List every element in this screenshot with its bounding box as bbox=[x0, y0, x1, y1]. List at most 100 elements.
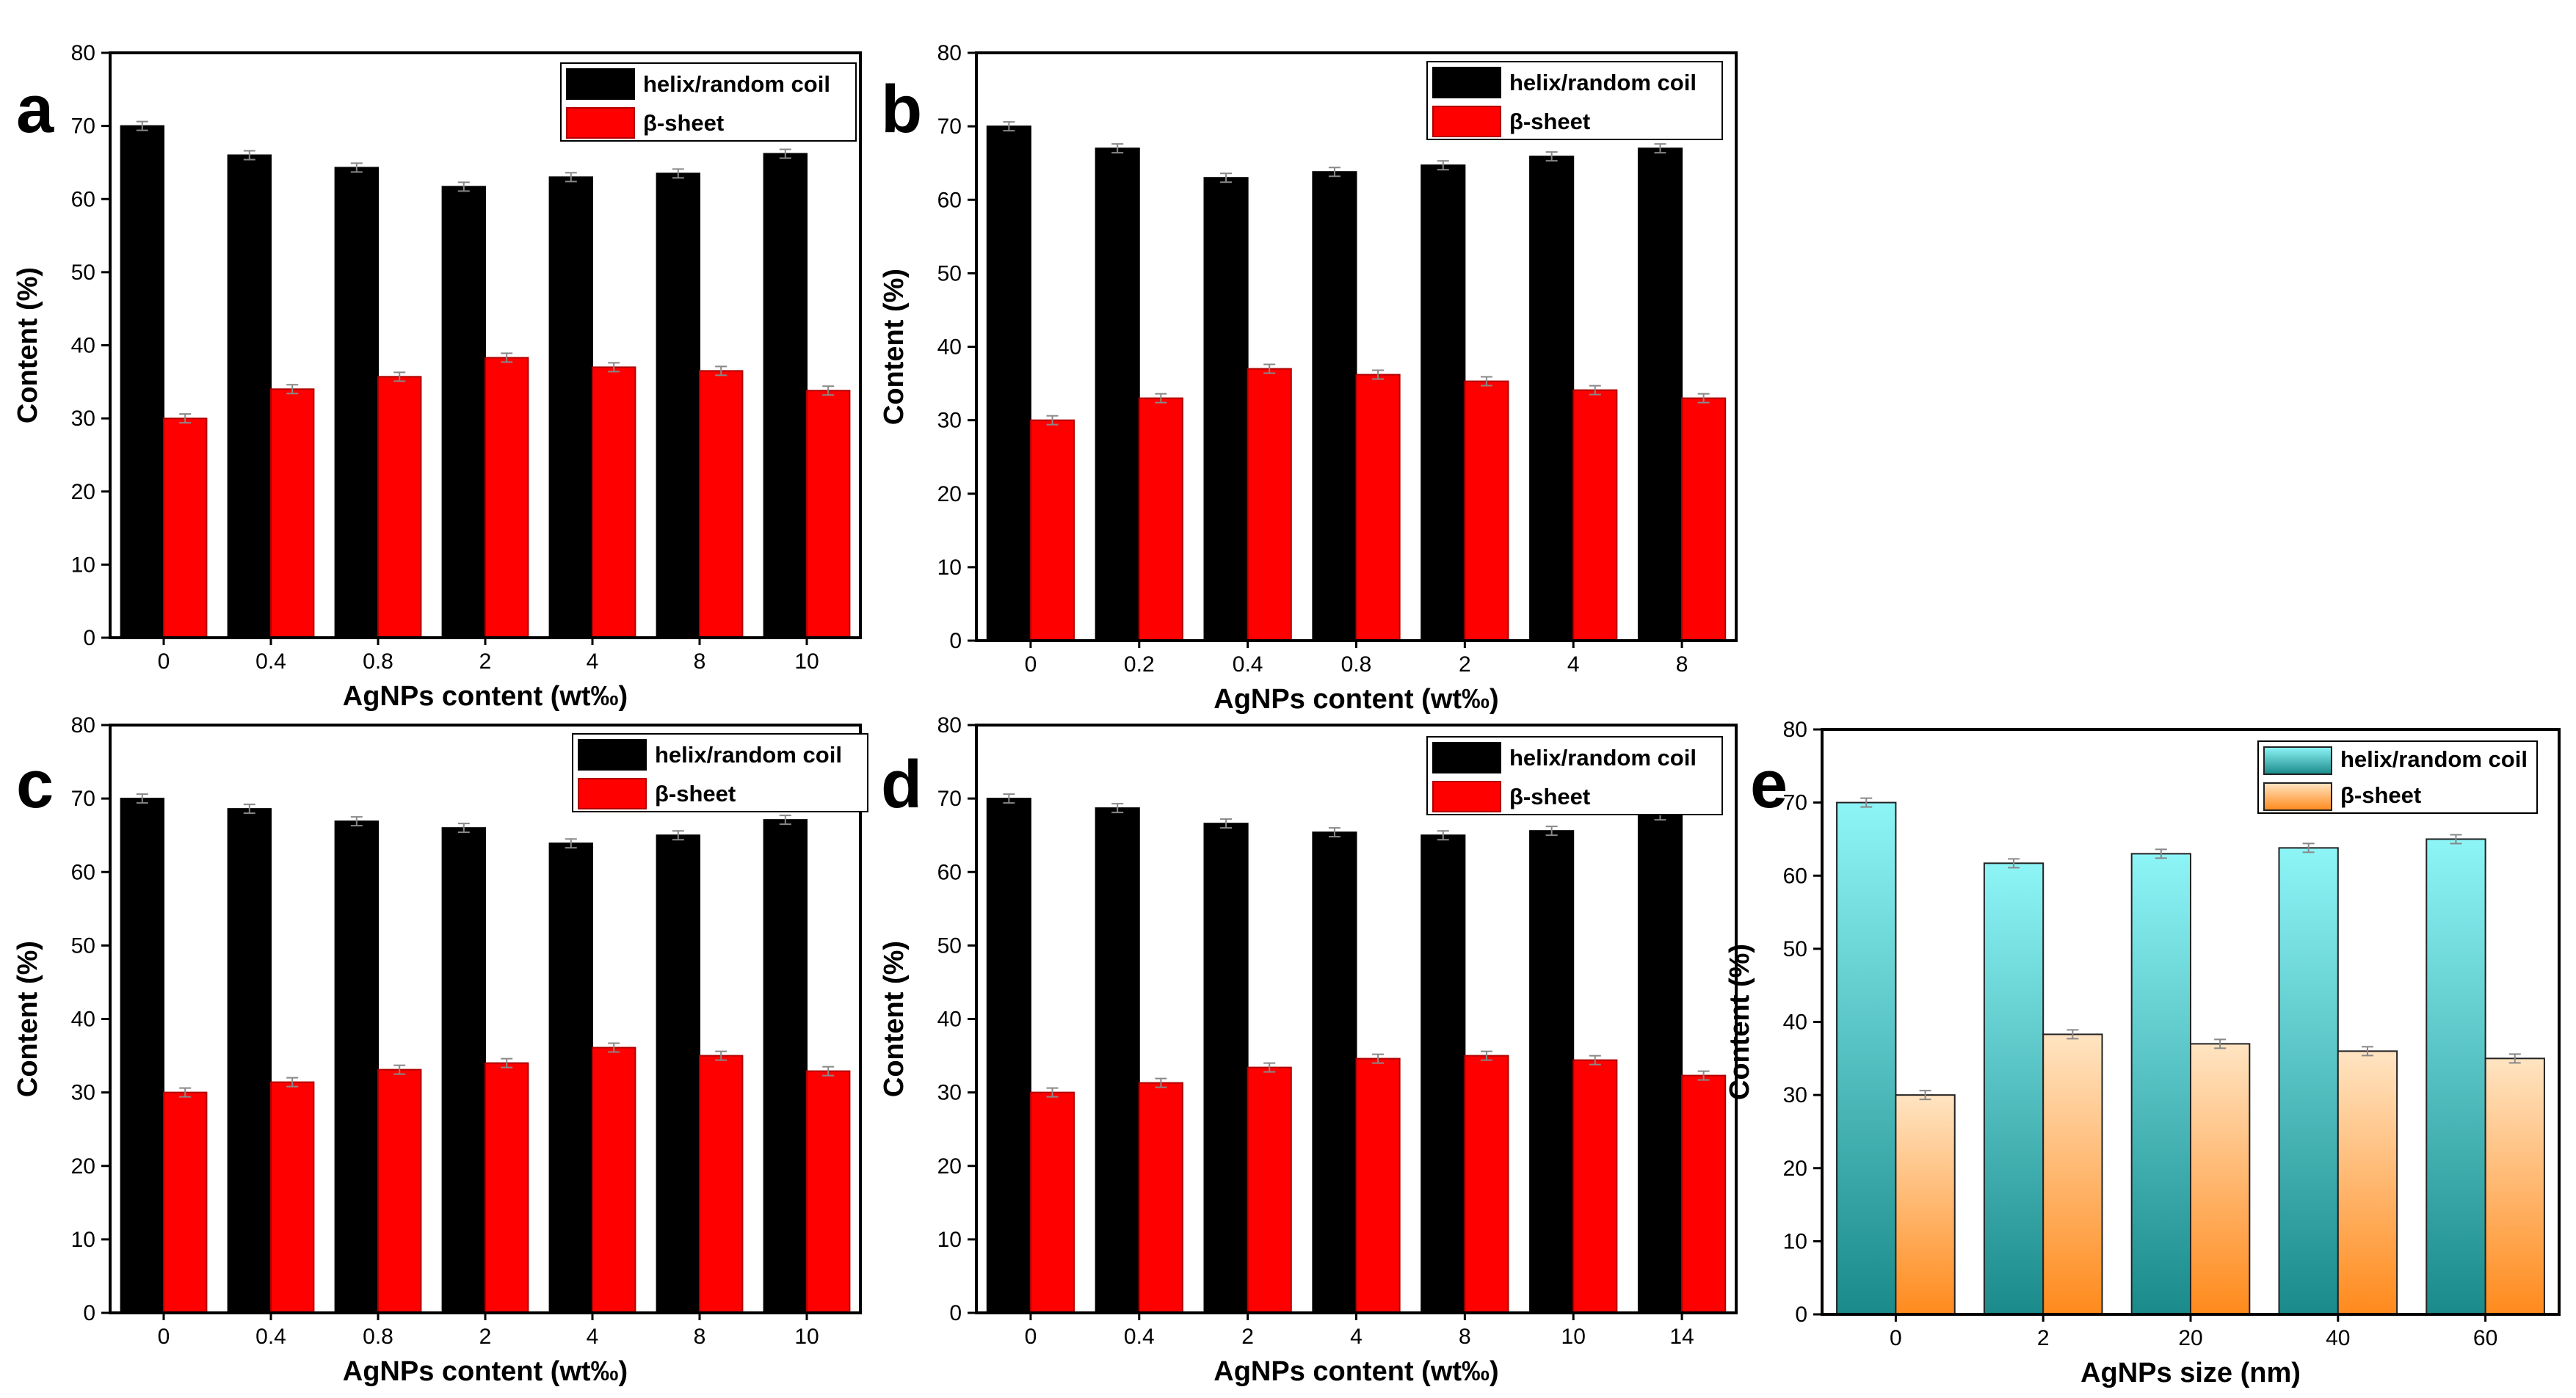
legend-swatch bbox=[566, 107, 635, 139]
bar-helix-random-coil bbox=[1203, 177, 1249, 641]
bar-helix-random-coil bbox=[227, 154, 272, 639]
y-tick-label: 0 bbox=[1795, 1303, 1807, 1327]
bar-helix-random-coil bbox=[986, 125, 1031, 641]
legend-label: helix/random coil bbox=[655, 742, 842, 768]
x-tick-label: 0 bbox=[158, 649, 170, 674]
bar-beta-sheet bbox=[806, 390, 851, 639]
bar-helix-random-coil bbox=[1637, 815, 1683, 1314]
panel-letter: c bbox=[16, 747, 54, 822]
bar-helix-random-coil bbox=[1637, 148, 1683, 642]
legend: helix/random coil β-sheet bbox=[560, 62, 857, 142]
bar-beta-sheet bbox=[163, 418, 208, 638]
y-tick-label: 80 bbox=[937, 713, 962, 738]
bar-helix-random-coil bbox=[1529, 830, 1575, 1314]
x-tick-label: 0.4 bbox=[1124, 1325, 1155, 1349]
bar-helix-random-coil bbox=[1421, 164, 1466, 642]
bar-beta-sheet bbox=[2337, 1050, 2398, 1315]
bar-beta-sheet bbox=[163, 1091, 208, 1314]
y-tick-label: 50 bbox=[71, 933, 95, 958]
x-tick-label: 2 bbox=[479, 649, 492, 674]
legend-label: β-sheet bbox=[1509, 109, 1590, 134]
bar-helix-random-coil bbox=[2130, 853, 2191, 1316]
y-tick-label: 80 bbox=[71, 41, 95, 65]
bar-beta-sheet bbox=[806, 1070, 851, 1314]
y-tick-label: 10 bbox=[937, 556, 962, 580]
bar-beta-sheet bbox=[1029, 1091, 1075, 1314]
y-tick-label: 60 bbox=[937, 188, 962, 212]
bar-beta-sheet bbox=[1138, 397, 1183, 642]
bar-beta-sheet bbox=[1681, 1074, 1727, 1314]
y-tick-label: 0 bbox=[949, 629, 962, 653]
bar-beta-sheet bbox=[1464, 380, 1509, 642]
x-tick-label: 40 bbox=[2326, 1326, 2350, 1350]
y-tick-label: 10 bbox=[71, 553, 95, 577]
chart-panel-d: d 0 10 20 30 40 50 60 70 80 Content (%) 0 0.4 2 4 8 10 14… bbox=[879, 713, 1738, 1387]
bar-beta-sheet bbox=[1355, 1057, 1401, 1314]
bar-helix-random-coil bbox=[441, 827, 486, 1314]
y-tick-label: 50 bbox=[1783, 937, 1807, 961]
y-tick-label: 10 bbox=[937, 1228, 962, 1252]
x-tick-label: 10 bbox=[1561, 1325, 1586, 1349]
bar-helix-random-coil bbox=[548, 176, 593, 639]
y-tick-label: 20 bbox=[937, 1154, 962, 1179]
chart-panel-a: a 0 10 20 30 40 50 60 70 80 Content (%) 0 0.4 0.8 2 4 8 1… bbox=[12, 41, 862, 712]
bar-helix-random-coil bbox=[120, 125, 165, 638]
y-tick-label: 40 bbox=[71, 1008, 95, 1032]
x-tick-label: 0 bbox=[1890, 1326, 1902, 1350]
legend-swatch bbox=[566, 68, 635, 100]
panel-letter: e bbox=[1750, 747, 1788, 822]
y-tick-label: 20 bbox=[71, 1154, 95, 1179]
x-tick-label: 0.4 bbox=[255, 1325, 286, 1349]
y-tick-label: 70 bbox=[71, 787, 95, 811]
legend-swatch bbox=[578, 739, 647, 771]
bar-helix-random-coil bbox=[1529, 156, 1575, 641]
plot-frame bbox=[109, 724, 862, 1314]
y-tick-label: 60 bbox=[937, 860, 962, 884]
bar-beta-sheet bbox=[1464, 1055, 1509, 1314]
legend-swatch bbox=[2263, 746, 2332, 775]
bar-beta-sheet bbox=[1572, 389, 1618, 641]
legend-label: helix/random coil bbox=[1509, 70, 1697, 95]
bar-beta-sheet bbox=[270, 1081, 315, 1314]
bar-helix-random-coil bbox=[334, 167, 380, 638]
y-tick-label: 40 bbox=[71, 334, 95, 358]
bar-helix-random-coil bbox=[548, 842, 593, 1314]
y-tick-label: 50 bbox=[937, 933, 962, 958]
y-tick-label: 60 bbox=[71, 187, 95, 211]
y-tick-label: 70 bbox=[1783, 791, 1807, 815]
y-tick-label: 10 bbox=[71, 1228, 95, 1252]
x-tick-label: 8 bbox=[1676, 652, 1688, 677]
x-tick-label: 8 bbox=[1459, 1325, 1471, 1349]
y-tick-label: 70 bbox=[937, 114, 962, 139]
legend: helix/random coil β-sheet bbox=[1426, 61, 1723, 140]
bar-helix-random-coil bbox=[763, 819, 808, 1314]
legend-label: β-sheet bbox=[643, 110, 724, 136]
bar-beta-sheet bbox=[699, 370, 744, 638]
bar-beta-sheet bbox=[2190, 1043, 2251, 1315]
legend: helix/random coil β-sheet bbox=[1426, 736, 1723, 815]
legend-swatch bbox=[578, 778, 647, 809]
y-tick-label: 80 bbox=[1783, 718, 1807, 742]
y-axis-label: Content (%) bbox=[879, 941, 910, 1097]
x-tick-label: 10 bbox=[794, 649, 819, 674]
bar-helix-random-coil bbox=[656, 834, 700, 1314]
x-tick-label: 0.8 bbox=[363, 649, 393, 674]
legend: helix/random coil β-sheet bbox=[572, 733, 868, 812]
bar-beta-sheet bbox=[1138, 1082, 1183, 1314]
y-tick-label: 0 bbox=[83, 1301, 95, 1325]
y-tick-label: 20 bbox=[71, 480, 95, 504]
x-axis-label: AgNPs content (wt‰) bbox=[343, 681, 628, 712]
x-tick-label: 2 bbox=[1241, 1325, 1254, 1349]
bar-beta-sheet bbox=[377, 1068, 422, 1314]
bar-beta-sheet bbox=[1247, 368, 1292, 641]
bar-beta-sheet bbox=[1355, 374, 1401, 641]
y-tick-label: 40 bbox=[937, 1008, 962, 1032]
bar-helix-random-coil bbox=[334, 820, 380, 1314]
legend-swatch bbox=[1432, 742, 1501, 773]
x-tick-label: 0 bbox=[1025, 1325, 1037, 1349]
x-tick-label: 0.8 bbox=[363, 1325, 393, 1349]
x-tick-label: 0 bbox=[1025, 652, 1037, 677]
bar-beta-sheet bbox=[270, 388, 315, 639]
panel-letter: b bbox=[881, 72, 922, 147]
